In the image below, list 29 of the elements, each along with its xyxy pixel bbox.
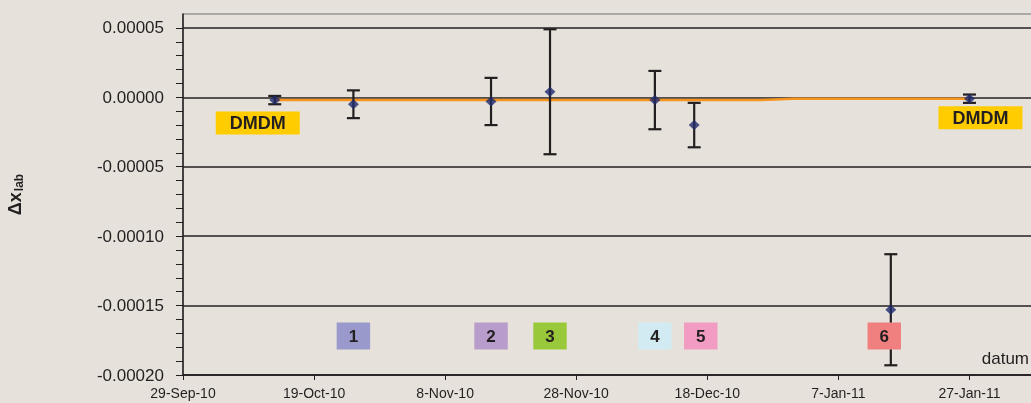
y-tick-label: -0.00010 bbox=[96, 226, 164, 246]
y-tick-label: -0.00015 bbox=[96, 296, 164, 316]
annotation: 1 bbox=[348, 326, 359, 346]
annotation: DMDM bbox=[229, 113, 286, 134]
point bbox=[649, 95, 661, 106]
x-tick-label: 28-Nov-10 bbox=[543, 385, 610, 401]
annotation: 3 bbox=[545, 326, 555, 346]
y-tick-label: 0.00000 bbox=[102, 87, 164, 107]
x-tick-label: 27-Jan-11 bbox=[938, 385, 1001, 401]
x-tick-label: 19-Oct-10 bbox=[282, 385, 346, 401]
x-tick-label: 7-Jan-11 bbox=[811, 385, 866, 401]
point bbox=[544, 86, 556, 97]
x-tick-label: 18-Dec-10 bbox=[674, 385, 741, 401]
annotation: 6 bbox=[879, 326, 889, 346]
point bbox=[347, 99, 359, 110]
y-axis-title: Δxlab bbox=[5, 173, 26, 216]
x-tick-label: 8-Nov-10 bbox=[416, 385, 475, 401]
point bbox=[485, 96, 497, 107]
x-axis-title: datum bbox=[981, 349, 1029, 368]
y-tick-label: -0.00005 bbox=[96, 157, 164, 177]
annotation: DMDM bbox=[952, 107, 1009, 128]
x-tick-label: 29-Sep-10 bbox=[150, 385, 216, 401]
y-tick-label: 0.00005 bbox=[102, 18, 164, 38]
y-tick-label: -0.00020 bbox=[96, 365, 164, 385]
annotation: 5 bbox=[696, 326, 706, 346]
annotation: 4 bbox=[650, 326, 661, 346]
point bbox=[688, 120, 700, 131]
annotation: 2 bbox=[486, 326, 496, 346]
point bbox=[885, 304, 897, 315]
